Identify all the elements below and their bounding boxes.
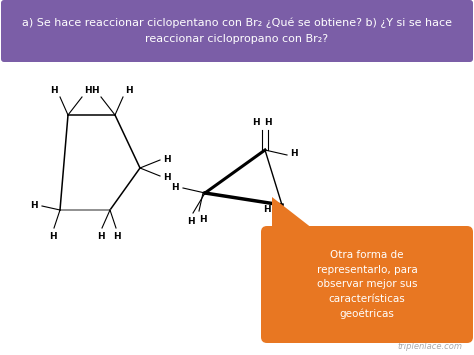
Text: H: H (290, 149, 298, 158)
FancyBboxPatch shape (1, 0, 473, 62)
Text: H: H (252, 118, 260, 127)
Text: H: H (187, 217, 195, 226)
Text: H: H (97, 232, 105, 241)
Polygon shape (272, 197, 317, 232)
Text: H: H (172, 184, 179, 192)
Text: H: H (30, 202, 38, 211)
Text: H: H (125, 86, 133, 95)
Text: reaccionar ciclopropano con Br₂?: reaccionar ciclopropano con Br₂? (146, 34, 328, 44)
Text: H: H (163, 154, 171, 164)
Text: H: H (163, 173, 171, 181)
Text: Otra forma de
representarlo, para
observar mejor sus
características
geoétricas: Otra forma de representarlo, para observ… (317, 250, 418, 319)
Text: triplenlace.com: triplenlace.com (397, 342, 462, 351)
Text: H: H (91, 86, 99, 95)
Text: H: H (49, 232, 57, 241)
Text: H: H (264, 118, 272, 127)
FancyBboxPatch shape (261, 226, 473, 343)
Text: H: H (280, 229, 288, 238)
Text: a) Se hace reaccionar ciclopentano con Br₂ ¿Qué se obtiene? b) ¿Y si se hace: a) Se hace reaccionar ciclopentano con B… (22, 18, 452, 28)
Text: H: H (84, 86, 91, 95)
Text: H: H (113, 232, 121, 241)
Text: H: H (263, 206, 271, 214)
Text: H: H (50, 86, 58, 95)
Text: H: H (199, 215, 207, 224)
